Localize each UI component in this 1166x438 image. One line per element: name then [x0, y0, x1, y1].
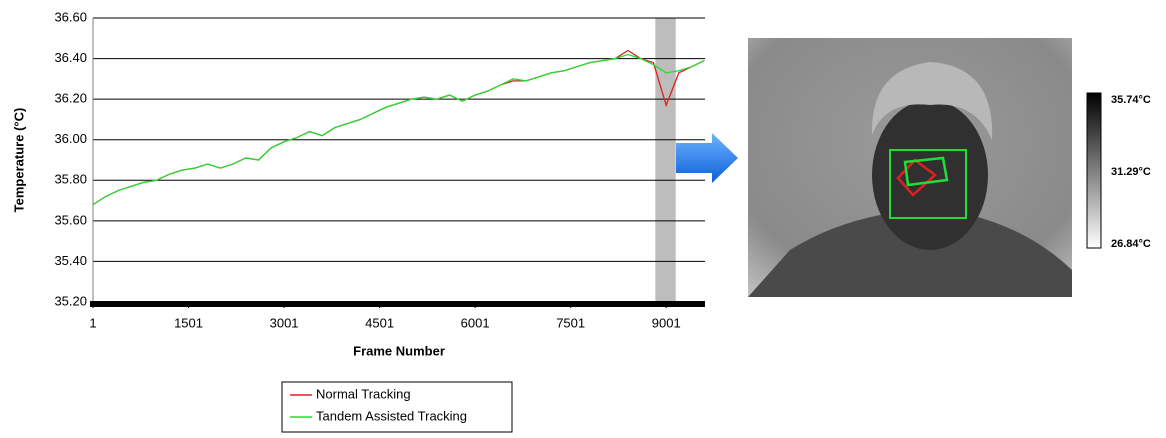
x-tick-label: 6001	[461, 315, 490, 330]
colorbar-label: 26.84°C	[1111, 238, 1151, 250]
y-tick-label: 36.00	[54, 131, 87, 146]
y-axis-label: Temperature (°C)	[11, 108, 26, 213]
x-tick-label: 1501	[174, 315, 203, 330]
series-line	[92, 53, 705, 206]
x-axis	[90, 301, 705, 307]
legend-label: Normal Tracking	[316, 386, 411, 401]
highlight-band	[655, 18, 676, 302]
x-tick-label: 3001	[270, 315, 299, 330]
arrow	[676, 133, 738, 183]
colorbar-label: 31.29°C	[1111, 166, 1151, 178]
y-tick-label: 36.60	[54, 9, 87, 24]
thermal-image	[748, 38, 1072, 297]
legend	[281, 381, 513, 433]
y-tick-label: 36.20	[54, 91, 87, 106]
x-tick-label: 1	[89, 315, 96, 330]
x-tick-label: 9001	[652, 315, 681, 330]
series-line	[92, 49, 705, 206]
y-tick-label: 35.60	[54, 212, 87, 227]
y-tick-label: 35.40	[54, 253, 87, 268]
y-tick-label: 35.80	[54, 172, 87, 187]
x-tick-label: 4501	[365, 315, 394, 330]
colorbar-label: 35.74°C	[1111, 94, 1151, 106]
y-tick-label: 36.40	[54, 50, 87, 65]
x-tick-label: 7501	[556, 315, 585, 330]
legend-label: Tandem Assisted Tracking	[316, 408, 467, 423]
x-axis-label: Frame Number	[353, 343, 445, 358]
y-tick-label: 35.20	[54, 293, 87, 308]
colorbar	[1086, 92, 1102, 249]
